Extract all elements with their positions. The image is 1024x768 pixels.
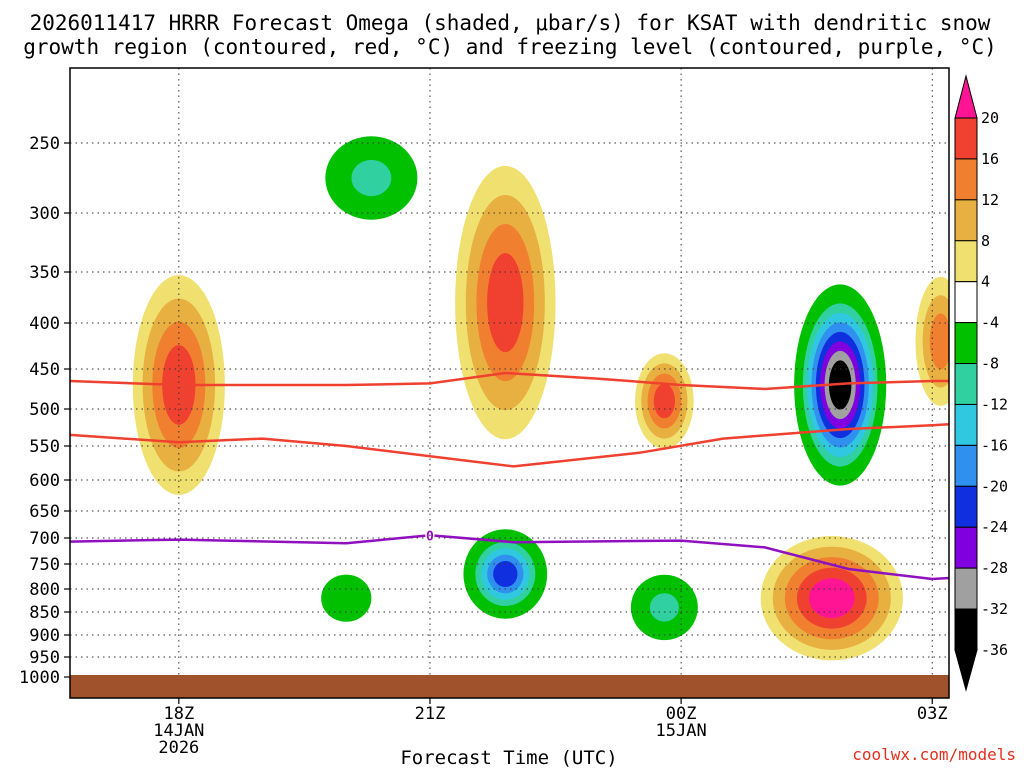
y-tick-label-800: 800 xyxy=(29,580,60,600)
colorbar-label-12: 12 xyxy=(981,191,999,209)
colorbar-swatch-0 xyxy=(954,117,978,160)
x-tick-label-18Z: 18Z xyxy=(163,704,194,724)
y-tick-label-600: 600 xyxy=(29,471,60,491)
y-tick-label-450: 450 xyxy=(29,360,60,380)
omega-level-16 xyxy=(487,253,524,353)
x-axis-label: Forecast Time (UTC) xyxy=(400,747,617,768)
omega-feature-low-pos-02z xyxy=(760,536,903,661)
colorbar-label--24: -24 xyxy=(981,518,1008,536)
contour-dgz-minus18 xyxy=(70,371,949,391)
colorbar-swatch-6 xyxy=(954,363,978,405)
omega-feature-upper-ascent-left xyxy=(325,136,418,220)
plot-frame xyxy=(69,67,950,699)
colorbar-label-4: 4 xyxy=(981,273,990,291)
x-tick-label-21Z: 21Z xyxy=(415,704,446,724)
omega-feature-low-ascent-2330 xyxy=(630,574,698,641)
omega-level--12 xyxy=(351,159,392,197)
colorbar: 20 16 12 8 4 -4 -8 -12 -16 -20 -24 -28 -32 -36 xyxy=(954,74,1008,692)
terrain-ground xyxy=(70,675,949,698)
colorbar-label--32: -32 xyxy=(981,600,1008,618)
x-tick-label-00Z: 00Z xyxy=(666,704,697,724)
omega-field xyxy=(132,136,949,661)
colorbar-label--4: -4 xyxy=(981,314,999,332)
omega-level--8 xyxy=(331,584,361,612)
y-tick-label-550: 550 xyxy=(29,437,60,457)
x-tick-label-03Z: 03Z xyxy=(917,704,948,724)
y-tick-label-850: 850 xyxy=(29,603,60,623)
y-tick-label-950: 950 xyxy=(29,648,60,668)
colorbar-swatch-3 xyxy=(954,240,978,283)
y-tick-label-1000: 1000 xyxy=(19,668,60,688)
contour-dgz-minus12 xyxy=(70,423,949,468)
y-axis: 250 300 350 400 450 500 550 600 650 700 750 800 850 9… xyxy=(19,134,70,688)
colorbar-swatch-11 xyxy=(954,567,978,610)
colorbar-swatch-4 xyxy=(954,281,978,324)
y-tick-label-250: 250 xyxy=(29,134,60,154)
omega-level--12 xyxy=(649,593,679,622)
y-tick-label-350: 350 xyxy=(29,263,60,283)
colorbar-swatch-7 xyxy=(954,403,978,446)
colorbar-swatch-10 xyxy=(954,526,978,569)
omega-level-12 xyxy=(929,313,949,370)
omega-level-16 xyxy=(653,383,675,419)
colorbar-swatch-5 xyxy=(954,322,978,365)
y-tick-label-400: 400 xyxy=(29,314,60,334)
colorbar-swatch-12 xyxy=(954,608,978,651)
colorbar-swatch-2 xyxy=(954,199,978,242)
omega-level-20 xyxy=(809,578,855,619)
contour-freezing-level-0 xyxy=(70,534,949,581)
colorbar-label--28: -28 xyxy=(981,559,1008,577)
y-tick-label-900: 900 xyxy=(29,626,60,646)
colorbar-swatch-9 xyxy=(954,485,978,528)
y-tick-label-750: 750 xyxy=(29,555,60,575)
colorbar-label--20: -20 xyxy=(981,477,1008,495)
contour-label-freezing-level-0: 0 xyxy=(426,529,434,544)
colorbar-label--36: -36 xyxy=(981,641,1008,659)
x-tick-sublabel-18Z-0: 14JAN xyxy=(153,721,204,741)
colorbar-label-20: 20 xyxy=(981,109,999,127)
colorbar-top-arrow xyxy=(954,74,978,119)
y-tick-label-700: 700 xyxy=(29,529,60,549)
colorbar-label-16: 16 xyxy=(981,150,999,168)
x-tick-sublabel-00Z-0: 15JAN xyxy=(656,721,707,741)
colorbar-label--12: -12 xyxy=(981,395,1008,413)
x-tick-sublabel-18Z-1: 2026 xyxy=(158,738,199,758)
omega-feature-strong-ascent-01z xyxy=(794,284,887,486)
y-tick-label-650: 650 xyxy=(29,502,60,522)
omega-feature-pos-cell-2330 xyxy=(635,353,694,449)
chart-title-line-2: growth region (contoured, red, °C) and f… xyxy=(23,35,997,59)
contours: -18-120 xyxy=(70,371,949,581)
omega-feature-pos-cell-03z xyxy=(915,276,949,406)
omega-level--24 xyxy=(493,560,518,588)
credit-text: coolwx.com/models xyxy=(852,745,1016,764)
colorbar-label--8: -8 xyxy=(981,355,999,373)
omega-feature-low-ascent-22z xyxy=(463,529,548,619)
colorbar-bottom-arrow xyxy=(954,649,978,692)
omega-feature-pos-cell-22z xyxy=(455,165,556,440)
y-tick-label-300: 300 xyxy=(29,204,60,224)
y-tick-label-500: 500 xyxy=(29,400,60,420)
chart-title-line-1: 2026011417 HRRR Forecast Omega (shaded, … xyxy=(30,11,991,35)
colorbar-label-8: 8 xyxy=(981,232,990,250)
colorbar-swatch-8 xyxy=(954,444,978,487)
omega-feature-low-ascent-20z xyxy=(321,574,372,622)
colorbar-swatch-1 xyxy=(954,158,978,201)
colorbar-label--16: -16 xyxy=(981,436,1008,454)
